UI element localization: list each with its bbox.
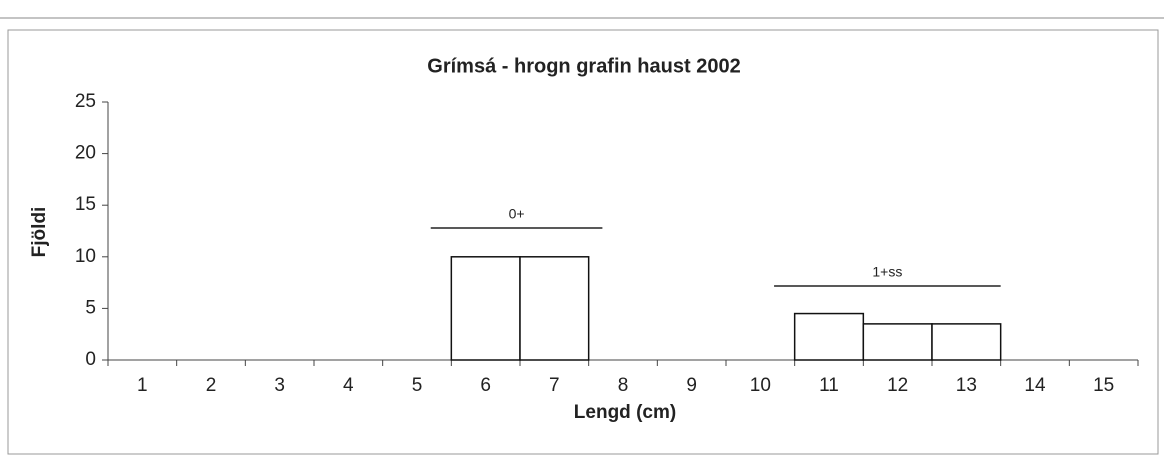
x-tick-label: 4 [343,375,354,396]
x-tick-label: 6 [480,375,491,396]
annotation: 1+ss [872,264,902,280]
x-tick-label: 11 [819,375,839,396]
x-tick-label: 15 [1093,375,1114,396]
x-tick-label: 1 [137,375,148,396]
y-tick-label: 25 [75,91,96,112]
chart-title: Grímsá - hrogn grafin haust 2002 [427,55,740,77]
x-tick-label: 9 [686,375,697,396]
bar [450,256,521,361]
x-tick-label: 7 [549,375,560,396]
y-tick-label: 20 [75,143,96,164]
x-tick-label: 3 [274,375,285,396]
annotation: 0+ [509,206,525,222]
x-tick-label: 8 [618,375,629,396]
x-tick-label: 10 [750,375,771,396]
x-axis-label: Lengd (cm) [574,402,676,423]
y-tick-label: 10 [75,246,96,267]
bar [793,312,865,361]
bar [931,323,1002,361]
y-tick-label: 0 [85,349,96,370]
x-tick-label: 2 [206,375,217,396]
frame [7,29,1159,455]
x-tick-label: 5 [412,375,423,396]
x-tick-label: 14 [1024,375,1046,396]
bar [519,256,590,361]
y-axis-label: Fjöldi [29,207,50,258]
x-tick-label: 12 [887,375,908,396]
y-tick-label: 5 [85,297,96,318]
y-tick-label: 15 [75,194,96,215]
x-tick-label: 13 [956,375,977,396]
bar [862,323,933,361]
